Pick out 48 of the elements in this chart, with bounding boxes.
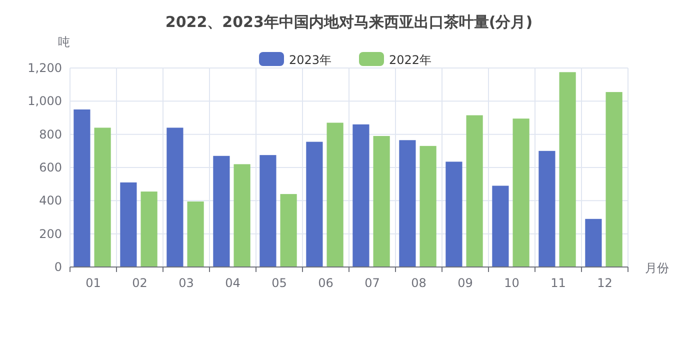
bar [512, 118, 530, 267]
bar [234, 164, 250, 267]
x-tick-label: 07 [364, 276, 380, 290]
y-tick-label: 1,000 [28, 94, 62, 108]
y-tick-label: 400 [39, 194, 62, 208]
bar [352, 124, 370, 267]
bar [187, 201, 204, 267]
bar [326, 122, 344, 267]
bar [280, 194, 297, 267]
y-tick-label: 600 [39, 160, 62, 174]
x-axis-title: 月份 [645, 261, 669, 275]
x-tick-label: 09 [458, 276, 473, 290]
bar [466, 115, 483, 267]
bar [399, 140, 416, 267]
legend-label: 2022年 [389, 53, 432, 67]
x-tick-label: 08 [411, 276, 426, 290]
y-tick-label: 800 [39, 127, 62, 142]
x-tick-label: 04 [225, 276, 240, 290]
x-tick-label: 05 [272, 276, 287, 290]
bar [166, 128, 184, 267]
x-tick-label: 10 [504, 276, 520, 290]
bar [585, 218, 602, 267]
y-tick-label: 200 [39, 226, 62, 241]
bar [559, 72, 576, 267]
bar [74, 109, 90, 267]
x-tick-label: 02 [132, 276, 148, 290]
x-tick-label: 01 [86, 276, 101, 290]
bar [446, 162, 462, 267]
y-tick-label: 0 [54, 260, 62, 274]
bar [260, 155, 276, 267]
x-tick-label: 03 [178, 276, 194, 290]
x-tick-label: 12 [597, 276, 612, 290]
bar [373, 136, 390, 267]
y-axis-title: 吨 [58, 35, 70, 49]
x-tick-label: 06 [318, 276, 334, 290]
x-tick-label: 11 [550, 276, 566, 290]
bar [120, 182, 137, 267]
bar [606, 92, 622, 267]
y-tick-label: 1,200 [28, 61, 62, 75]
bar [538, 150, 556, 267]
chart-title: 2022、2023年中国内地对马来西亚出口茶叶量(分月) [165, 13, 533, 31]
legend-label: 2023年 [289, 53, 332, 67]
bar [94, 128, 111, 267]
bar [420, 146, 436, 267]
bar [140, 192, 158, 267]
bar [306, 142, 323, 267]
bar [492, 186, 509, 267]
bar [213, 156, 230, 267]
